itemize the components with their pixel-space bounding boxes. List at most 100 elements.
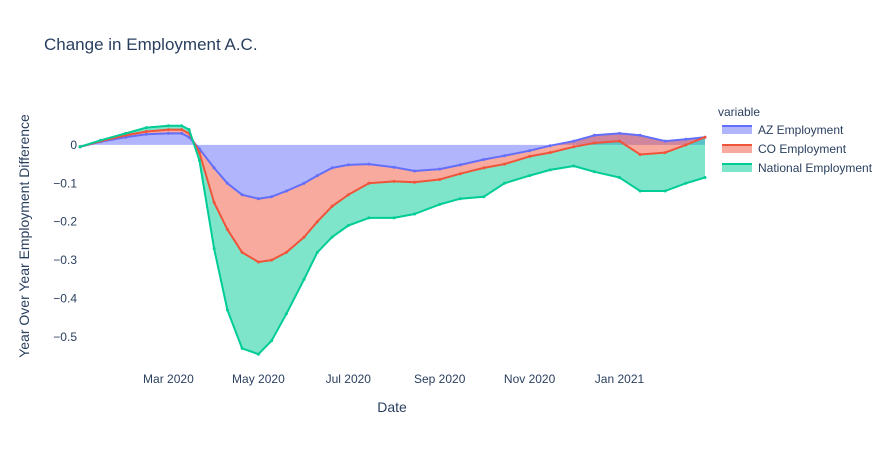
national-employment-point-23 [482, 195, 486, 199]
az-employment-point-31 [663, 139, 667, 143]
co-employment-point-31 [663, 151, 667, 155]
az-employment-point-19 [392, 165, 396, 169]
az-employment-line [79, 132, 706, 200]
plot-area [78, 124, 707, 356]
co-employment-point-27 [572, 145, 576, 149]
x-axis-title: Date [377, 399, 407, 415]
az-employment-point-24 [503, 154, 506, 158]
x-tick-label: Sep 2020 [414, 372, 466, 386]
co-employment-point-16 [330, 204, 334, 208]
co-employment-point-26 [548, 151, 552, 155]
chart-title: Change in Employment A.C. [44, 35, 258, 54]
az-employment-point-26 [548, 144, 552, 148]
co-employment-point-10 [240, 250, 244, 254]
legend-swatch [722, 164, 752, 172]
legend-item-national-employment[interactable]: National Employment [722, 161, 873, 175]
co-employment-point-9 [225, 227, 229, 231]
national-employment-point-10 [240, 346, 244, 350]
co-employment-point-7 [197, 151, 201, 155]
co-employment-point-14 [302, 235, 306, 239]
az-employment-point-25 [528, 149, 532, 153]
co-employment-point-19 [392, 179, 396, 183]
co-employment-point-20 [413, 180, 417, 184]
national-employment-point-5 [180, 124, 184, 128]
az-employment-point-27 [572, 139, 576, 143]
co-employment-point-24 [503, 162, 506, 166]
az-employment-point-14 [302, 181, 306, 185]
national-employment-point-12 [270, 339, 274, 343]
az-employment-point-11 [256, 197, 260, 201]
national-employment-point-20 [413, 212, 417, 216]
national-employment-point-3 [144, 126, 148, 130]
legend-label: AZ Employment [758, 123, 844, 137]
legend-item-az-employment[interactable]: AZ Employment [722, 123, 844, 137]
national-employment-point-15 [315, 250, 319, 254]
co-employment-point-5 [180, 128, 184, 132]
az-employment-point-8 [212, 166, 216, 170]
legend-label: National Employment [758, 161, 873, 175]
y-tick-label: −0.3 [53, 253, 77, 267]
national-employment-point-30 [638, 189, 642, 193]
y-tick-label: 0 [70, 138, 77, 152]
az-employment-point-10 [240, 193, 244, 197]
co-employment-point-8 [212, 201, 216, 204]
national-employment-point-7 [197, 158, 201, 162]
co-employment-point-17 [346, 193, 350, 197]
y-tick-label: −0.5 [53, 330, 77, 344]
legend-title: variable [718, 105, 760, 119]
national-employment-point-26 [548, 168, 552, 172]
y-axis-title: Year Over Year Employment Difference [16, 114, 32, 358]
co-employment-point-28 [592, 141, 596, 145]
y-axis: 0 −0.1 −0.2 −0.3 −0.4 −0.5 [53, 138, 77, 344]
national-employment-point-21 [438, 202, 442, 206]
az-employment-point-17 [346, 163, 350, 167]
legend[interactable]: variable AZ Employment CO Employment Natio… [718, 105, 873, 175]
az-employment-point-16 [330, 166, 334, 170]
co-employment-point-22 [458, 172, 462, 176]
x-tick-label: Jan 2021 [595, 372, 645, 386]
legend-item-co-employment[interactable]: CO Employment [722, 142, 847, 156]
az-employment-point-29 [618, 131, 621, 135]
x-tick-label: May 2020 [232, 372, 285, 386]
az-employment-point-5 [180, 131, 184, 135]
national-employment-point-6 [187, 128, 191, 132]
national-employment-point-1 [99, 138, 103, 142]
national-employment-area [80, 125, 705, 355]
national-employment-point-8 [212, 247, 216, 251]
national-employment-point-18 [367, 216, 371, 220]
az-employment-point-23 [482, 158, 486, 161]
x-tick-label: Mar 2020 [143, 372, 194, 386]
x-tick-label: Nov 2020 [504, 372, 556, 386]
co-employment-point-11 [256, 260, 260, 264]
co-employment-point-30 [638, 153, 642, 156]
national-employment-point-14 [302, 277, 306, 281]
co-employment-area [80, 129, 705, 262]
co-employment-point-13 [284, 250, 288, 254]
national-employment-point-16 [330, 235, 334, 239]
co-employment-point-3 [144, 130, 148, 133]
national-employment-point-19 [392, 216, 396, 220]
az-employment-point-20 [413, 169, 417, 173]
y-tick-label: −0.4 [53, 292, 77, 306]
national-employment-point-11 [256, 352, 260, 356]
az-employment-point-12 [270, 195, 274, 199]
x-tick-label: Jul 2020 [326, 372, 372, 386]
co-employment-point-29 [618, 139, 621, 143]
national-employment-line [79, 124, 706, 356]
national-employment-point-2 [124, 131, 128, 135]
legend-label: CO Employment [758, 142, 847, 156]
az-employment-point-21 [438, 167, 442, 171]
legend-swatch [722, 145, 752, 153]
az-employment-point-22 [458, 163, 462, 167]
national-employment-point-9 [225, 308, 229, 312]
national-employment-point-32 [684, 181, 688, 185]
az-employment-point-18 [367, 162, 371, 166]
co-employment-point-21 [438, 178, 442, 181]
az-employment-point-15 [315, 174, 319, 178]
legend-swatch [722, 126, 752, 134]
national-employment-point-27 [572, 164, 576, 168]
y-tick-label: −0.2 [53, 215, 77, 229]
co-employment-point-15 [315, 220, 319, 224]
national-employment-point-33 [703, 176, 707, 179]
